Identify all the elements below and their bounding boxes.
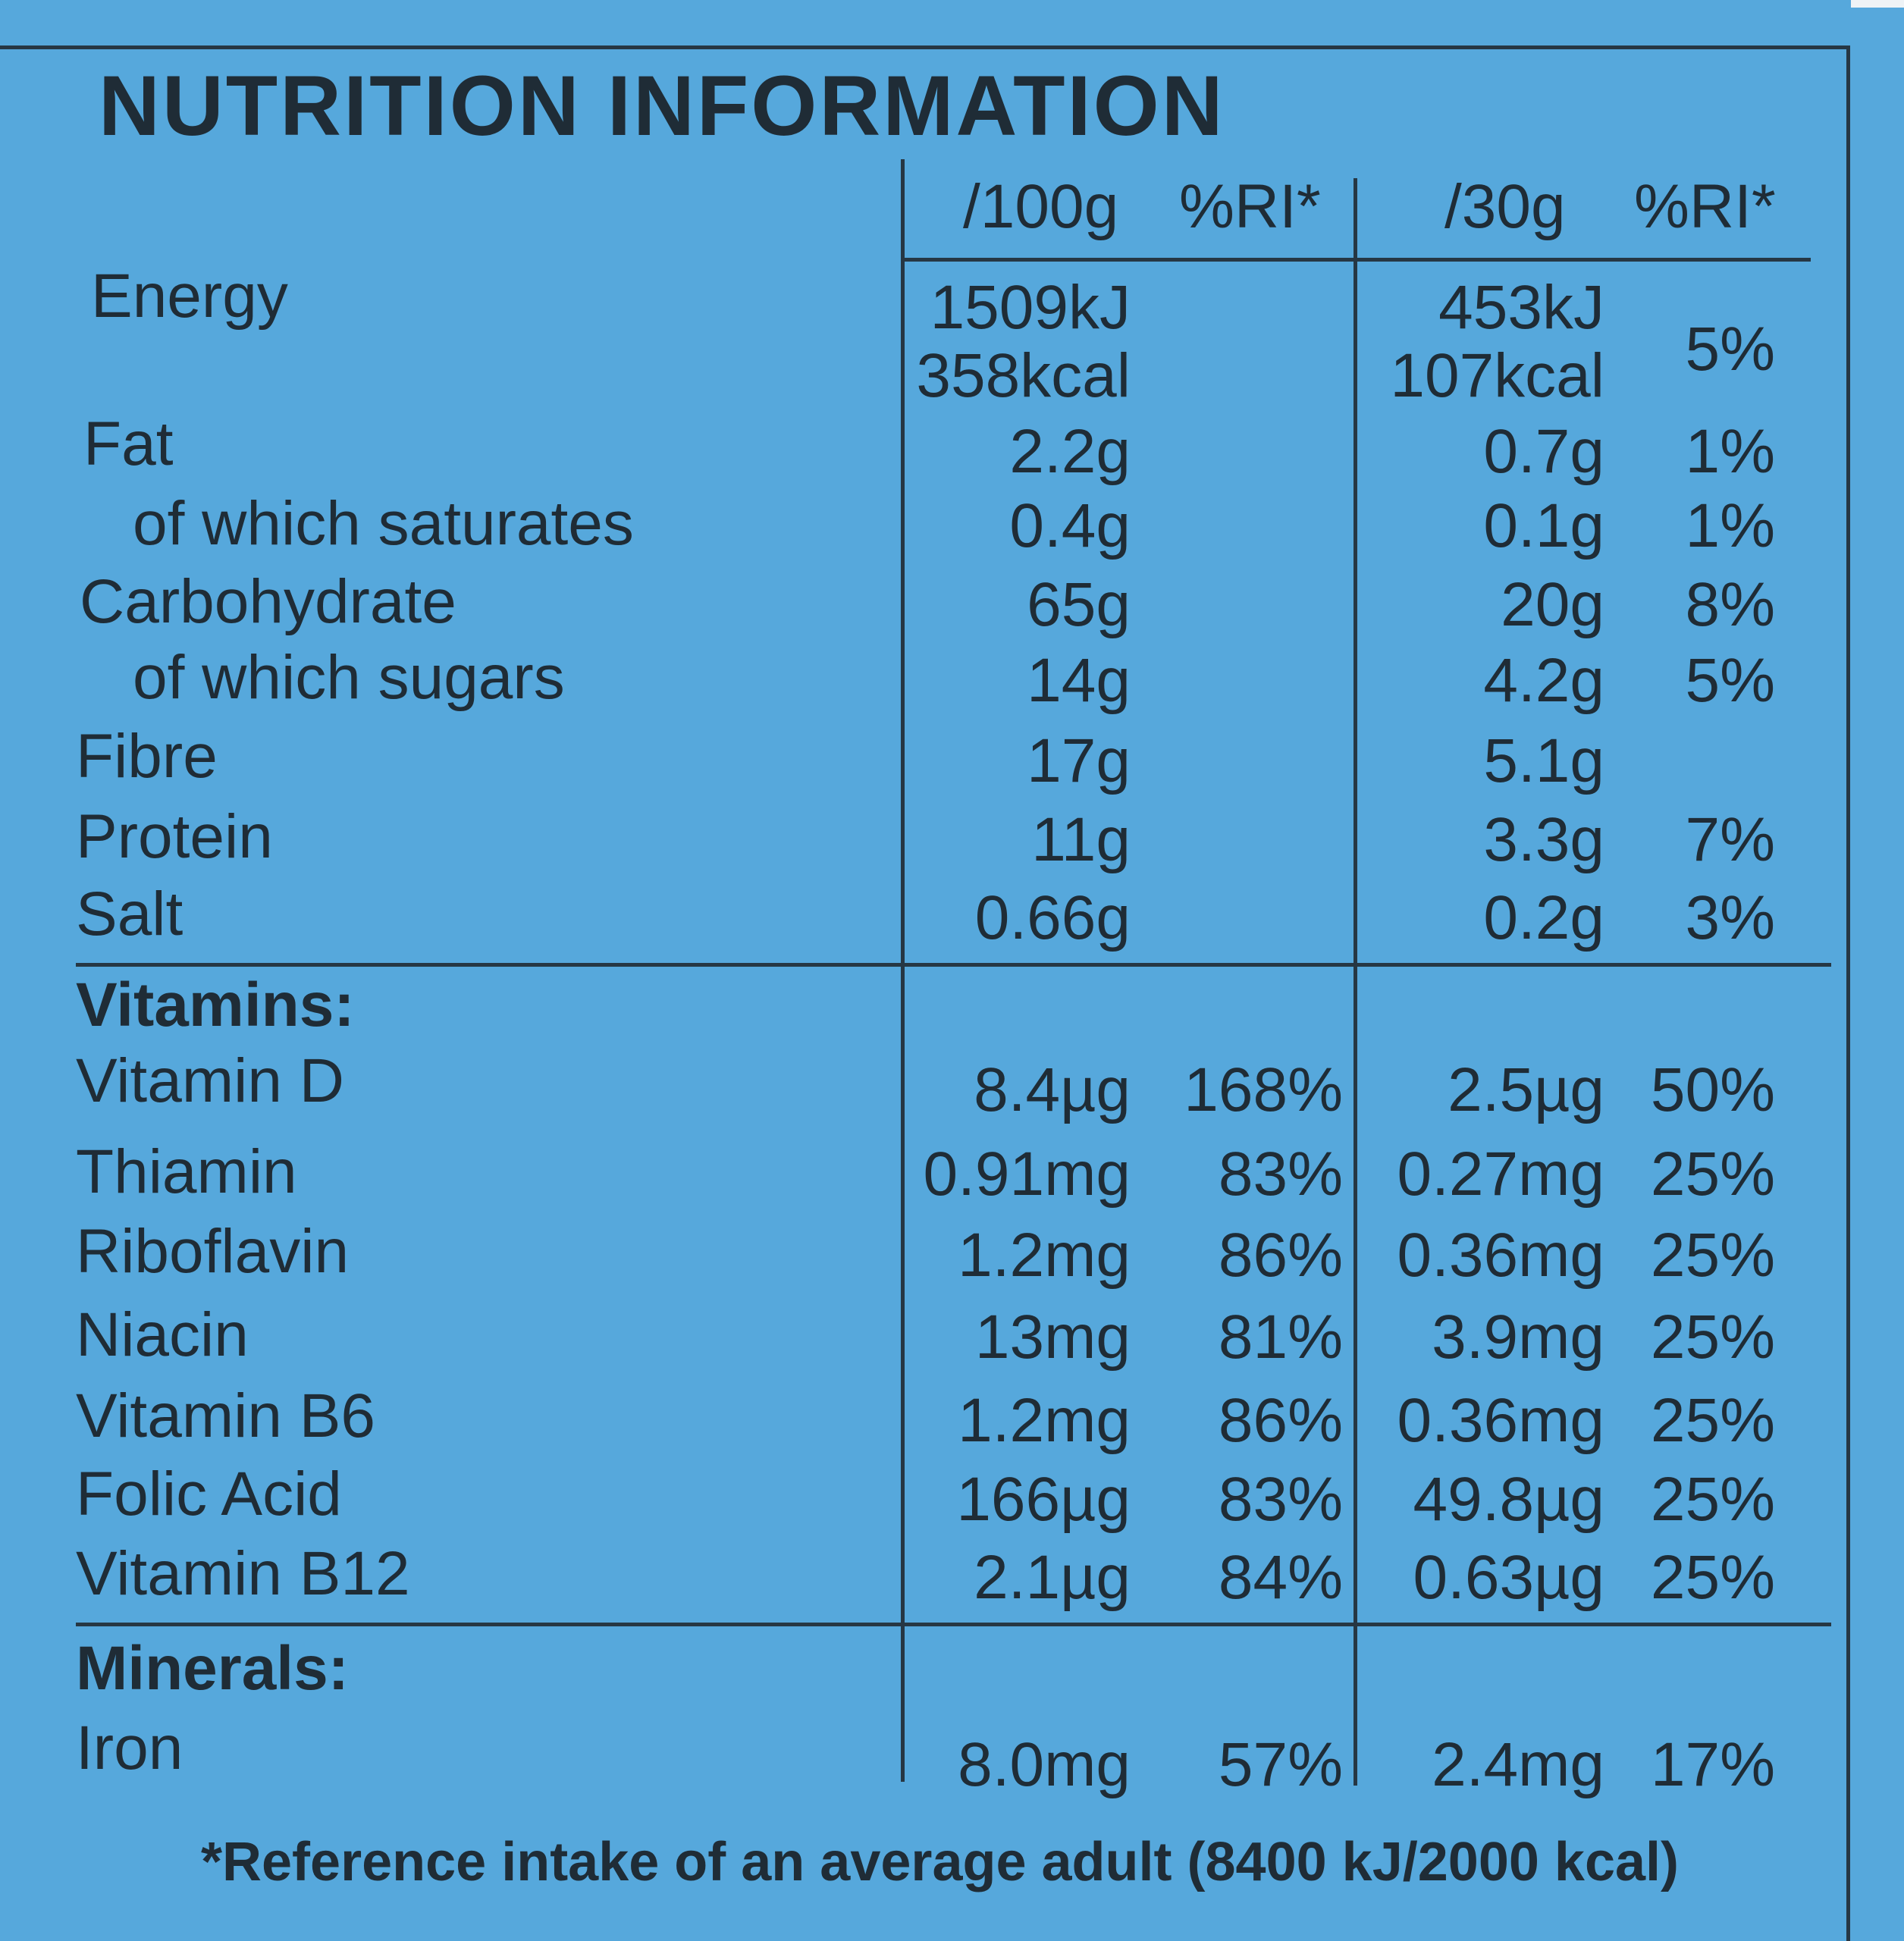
nutrient-label-protein: Protein <box>76 802 273 871</box>
nutrient-label-energy: Energy <box>91 262 288 331</box>
vitamin-b6-ri30: 25% <box>1650 1386 1775 1455</box>
vitamin-b6-per30: 0.36mg <box>1397 1386 1604 1455</box>
folic-acid-per30: 49.8µg <box>1413 1465 1604 1534</box>
iron-ri30: 17% <box>1650 1730 1775 1799</box>
header-ri-100g: %RI* <box>1179 172 1321 241</box>
header-per30g: /30g <box>1444 172 1566 241</box>
sugars-per100: 14g <box>1027 646 1131 715</box>
thiamin-per100: 0.91mg <box>923 1140 1131 1209</box>
vitamin-b12-ri30: 25% <box>1650 1543 1775 1612</box>
vitamin-label-thiamin: Thiamin <box>76 1137 297 1206</box>
nutrient-label-sugars: of which sugars <box>133 643 565 712</box>
protein-per100: 11g <box>1031 805 1131 874</box>
energy-ri30: 5% <box>1685 315 1775 384</box>
carbohydrate-ri30: 8% <box>1685 570 1775 639</box>
vitamin-label-riboflavin: Riboflavin <box>76 1217 350 1286</box>
header-ri-30g: %RI* <box>1634 172 1776 241</box>
vitamin-b6-per100: 1.2mg <box>958 1386 1131 1455</box>
vitamin-label-d: Vitamin D <box>76 1046 344 1115</box>
thiamin-ri100: 83% <box>1218 1140 1343 1209</box>
column-divider-left <box>901 159 905 1782</box>
iron-per30: 2.4mg <box>1432 1730 1604 1799</box>
iron-ri100: 57% <box>1218 1730 1343 1799</box>
vitamin-label-folic-acid: Folic Acid <box>76 1460 342 1529</box>
vitamin-d-ri30: 50% <box>1650 1055 1775 1124</box>
minerals-rule <box>76 1623 1831 1626</box>
niacin-ri30: 25% <box>1650 1303 1775 1372</box>
protein-per30: 3.3g <box>1483 805 1604 874</box>
folic-acid-per100: 166µg <box>956 1465 1131 1534</box>
thiamin-per30: 0.27mg <box>1397 1140 1604 1209</box>
reference-intake-footnote: *Reference intake of an average adult (8… <box>201 1832 1680 1892</box>
vitamin-b12-per100: 2.1µg <box>974 1543 1131 1612</box>
vitamin-label-b12: Vitamin B12 <box>76 1539 410 1608</box>
header-rule <box>901 258 1811 262</box>
vitamin-d-per100: 8.4µg <box>974 1055 1131 1124</box>
niacin-ri100: 81% <box>1218 1303 1343 1372</box>
vitamins-heading: Vitamins: <box>76 970 355 1039</box>
folic-acid-ri100: 83% <box>1218 1465 1343 1534</box>
sugars-per30: 4.2g <box>1483 646 1604 715</box>
riboflavin-per100: 1.2mg <box>958 1221 1131 1290</box>
vitamin-label-niacin: Niacin <box>76 1300 249 1369</box>
fat-per100: 2.2g <box>1009 417 1131 486</box>
salt-ri30: 3% <box>1685 883 1775 952</box>
riboflavin-per30: 0.36mg <box>1397 1221 1604 1290</box>
carbohydrate-per100: 65g <box>1027 570 1131 639</box>
column-divider-middle <box>1354 178 1357 1786</box>
minerals-heading: Minerals: <box>76 1634 349 1703</box>
nutrition-panel-border <box>0 45 1850 1941</box>
vitamin-d-ri100: 168% <box>1184 1055 1343 1124</box>
vitamin-b6-ri100: 86% <box>1218 1386 1343 1455</box>
energy-per30-kcal: 107kcal <box>1390 341 1604 410</box>
niacin-per30: 3.9mg <box>1432 1303 1604 1372</box>
fibre-per100: 17g <box>1027 726 1131 795</box>
protein-ri30: 7% <box>1685 805 1775 874</box>
vitamin-b12-per30: 0.63µg <box>1413 1543 1604 1612</box>
vitamins-rule <box>76 963 1831 967</box>
riboflavin-ri100: 86% <box>1218 1221 1343 1290</box>
energy-per100-kcal: 358kcal <box>916 341 1131 410</box>
salt-per30: 0.2g <box>1483 883 1604 952</box>
riboflavin-ri30: 25% <box>1650 1221 1775 1290</box>
fat-per30: 0.7g <box>1483 417 1604 486</box>
nutrient-label-salt: Salt <box>76 880 183 949</box>
vitamin-label-b6: Vitamin B6 <box>76 1381 376 1450</box>
iron-per100: 8.0mg <box>958 1730 1131 1799</box>
fat-ri30: 1% <box>1685 417 1775 486</box>
saturates-per30: 0.1g <box>1483 491 1604 560</box>
nutrient-label-fibre: Fibre <box>76 722 218 791</box>
nutrient-label-carbohydrate: Carbohydrate <box>80 567 456 636</box>
vitamin-b12-ri100: 84% <box>1218 1543 1343 1612</box>
nutrient-label-fat: Fat <box>83 409 174 478</box>
vitamin-d-per30: 2.5µg <box>1448 1055 1604 1124</box>
energy-per100-kj: 1509kJ <box>930 273 1131 342</box>
thiamin-ri30: 25% <box>1650 1140 1775 1209</box>
header-per100g: /100g <box>963 172 1119 241</box>
energy-per30-kj: 453kJ <box>1438 273 1604 342</box>
niacin-per100: 13mg <box>974 1303 1131 1372</box>
saturates-per100: 0.4g <box>1009 491 1131 560</box>
sugars-ri30: 5% <box>1685 646 1775 715</box>
nutrition-title: NUTRITION INFORMATION <box>99 58 1225 153</box>
salt-per100: 0.66g <box>974 883 1131 952</box>
saturates-ri30: 1% <box>1685 491 1775 560</box>
mineral-label-iron: Iron <box>76 1714 183 1783</box>
nutrient-label-saturates: of which saturates <box>133 489 634 558</box>
fibre-per30: 5.1g <box>1483 726 1604 795</box>
background-corner <box>1851 0 1904 8</box>
carbohydrate-per30: 20g <box>1501 570 1604 639</box>
folic-acid-ri30: 25% <box>1650 1465 1775 1534</box>
